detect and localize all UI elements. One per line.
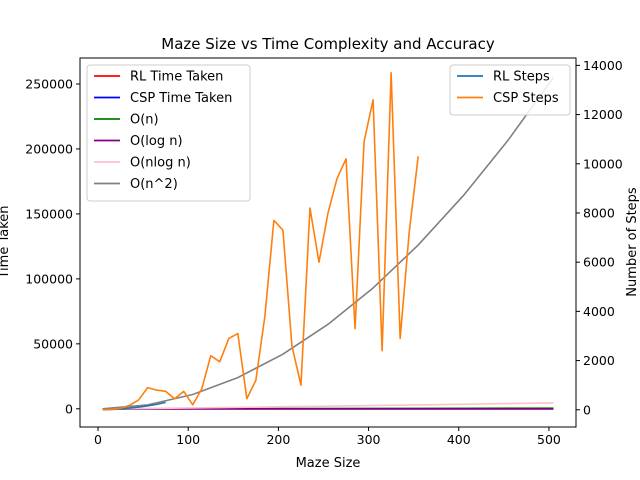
legend-label-rl-steps: RL Steps — [493, 70, 550, 85]
y-axis-right-label: Number of Steps — [625, 187, 640, 297]
legend-label-o-nlog-n: O(nlog n) — [130, 156, 191, 171]
legend-label-o-n-sq2: O(n^2) — [130, 177, 178, 192]
x-tick-label: 500 — [537, 432, 561, 447]
x-tick-label: 300 — [357, 432, 381, 447]
y-right-tick-label: 0 — [583, 402, 591, 417]
x-tick-label: 200 — [266, 432, 290, 447]
y-left-tick-label: 0 — [65, 401, 73, 416]
x-tick-label: 400 — [447, 432, 471, 447]
legend-label-o-n: O(n) — [130, 113, 159, 128]
y-axis-left-label: Time Taken — [0, 205, 12, 279]
y-left-tick-label: 200000 — [25, 141, 73, 156]
legend-label-csp-steps: CSP Steps — [493, 91, 559, 106]
y-right-tick-label: 10000 — [583, 156, 623, 171]
legend-label-csp-time-taken: CSP Time Taken — [130, 91, 232, 106]
x-tick-label: 100 — [176, 432, 200, 447]
y-right-tick-label: 6000 — [583, 255, 615, 270]
series-csp-steps — [102, 71, 419, 411]
y-right-tick-label: 14000 — [583, 58, 623, 73]
y-left-tick-label: 100000 — [25, 271, 73, 286]
series-o-nlog-n — [102, 402, 554, 410]
x-axis-label: Maze Size — [296, 456, 361, 471]
y-right-tick-label: 12000 — [583, 107, 623, 122]
y-right-tick-label: 8000 — [583, 205, 615, 220]
y-left-tick-label: 250000 — [25, 76, 73, 91]
y-left-tick-label: 150000 — [25, 206, 73, 221]
legend-right — [449, 64, 571, 116]
x-tick-label: 0 — [94, 432, 102, 447]
y-left-tick-label: 50000 — [33, 336, 73, 351]
legend-label-rl-time-taken: RL Time Taken — [130, 70, 223, 85]
chart-title: Maze Size vs Time Complexity and Accurac… — [161, 35, 495, 53]
series-o-n-sq2 — [102, 76, 555, 410]
plot-frame — [79, 57, 577, 428]
y-right-tick-label: 4000 — [583, 304, 615, 319]
legend-label-o-log-n: O(log n) — [130, 134, 183, 149]
legend-left — [86, 64, 251, 202]
y-right-tick-label: 2000 — [583, 353, 615, 368]
